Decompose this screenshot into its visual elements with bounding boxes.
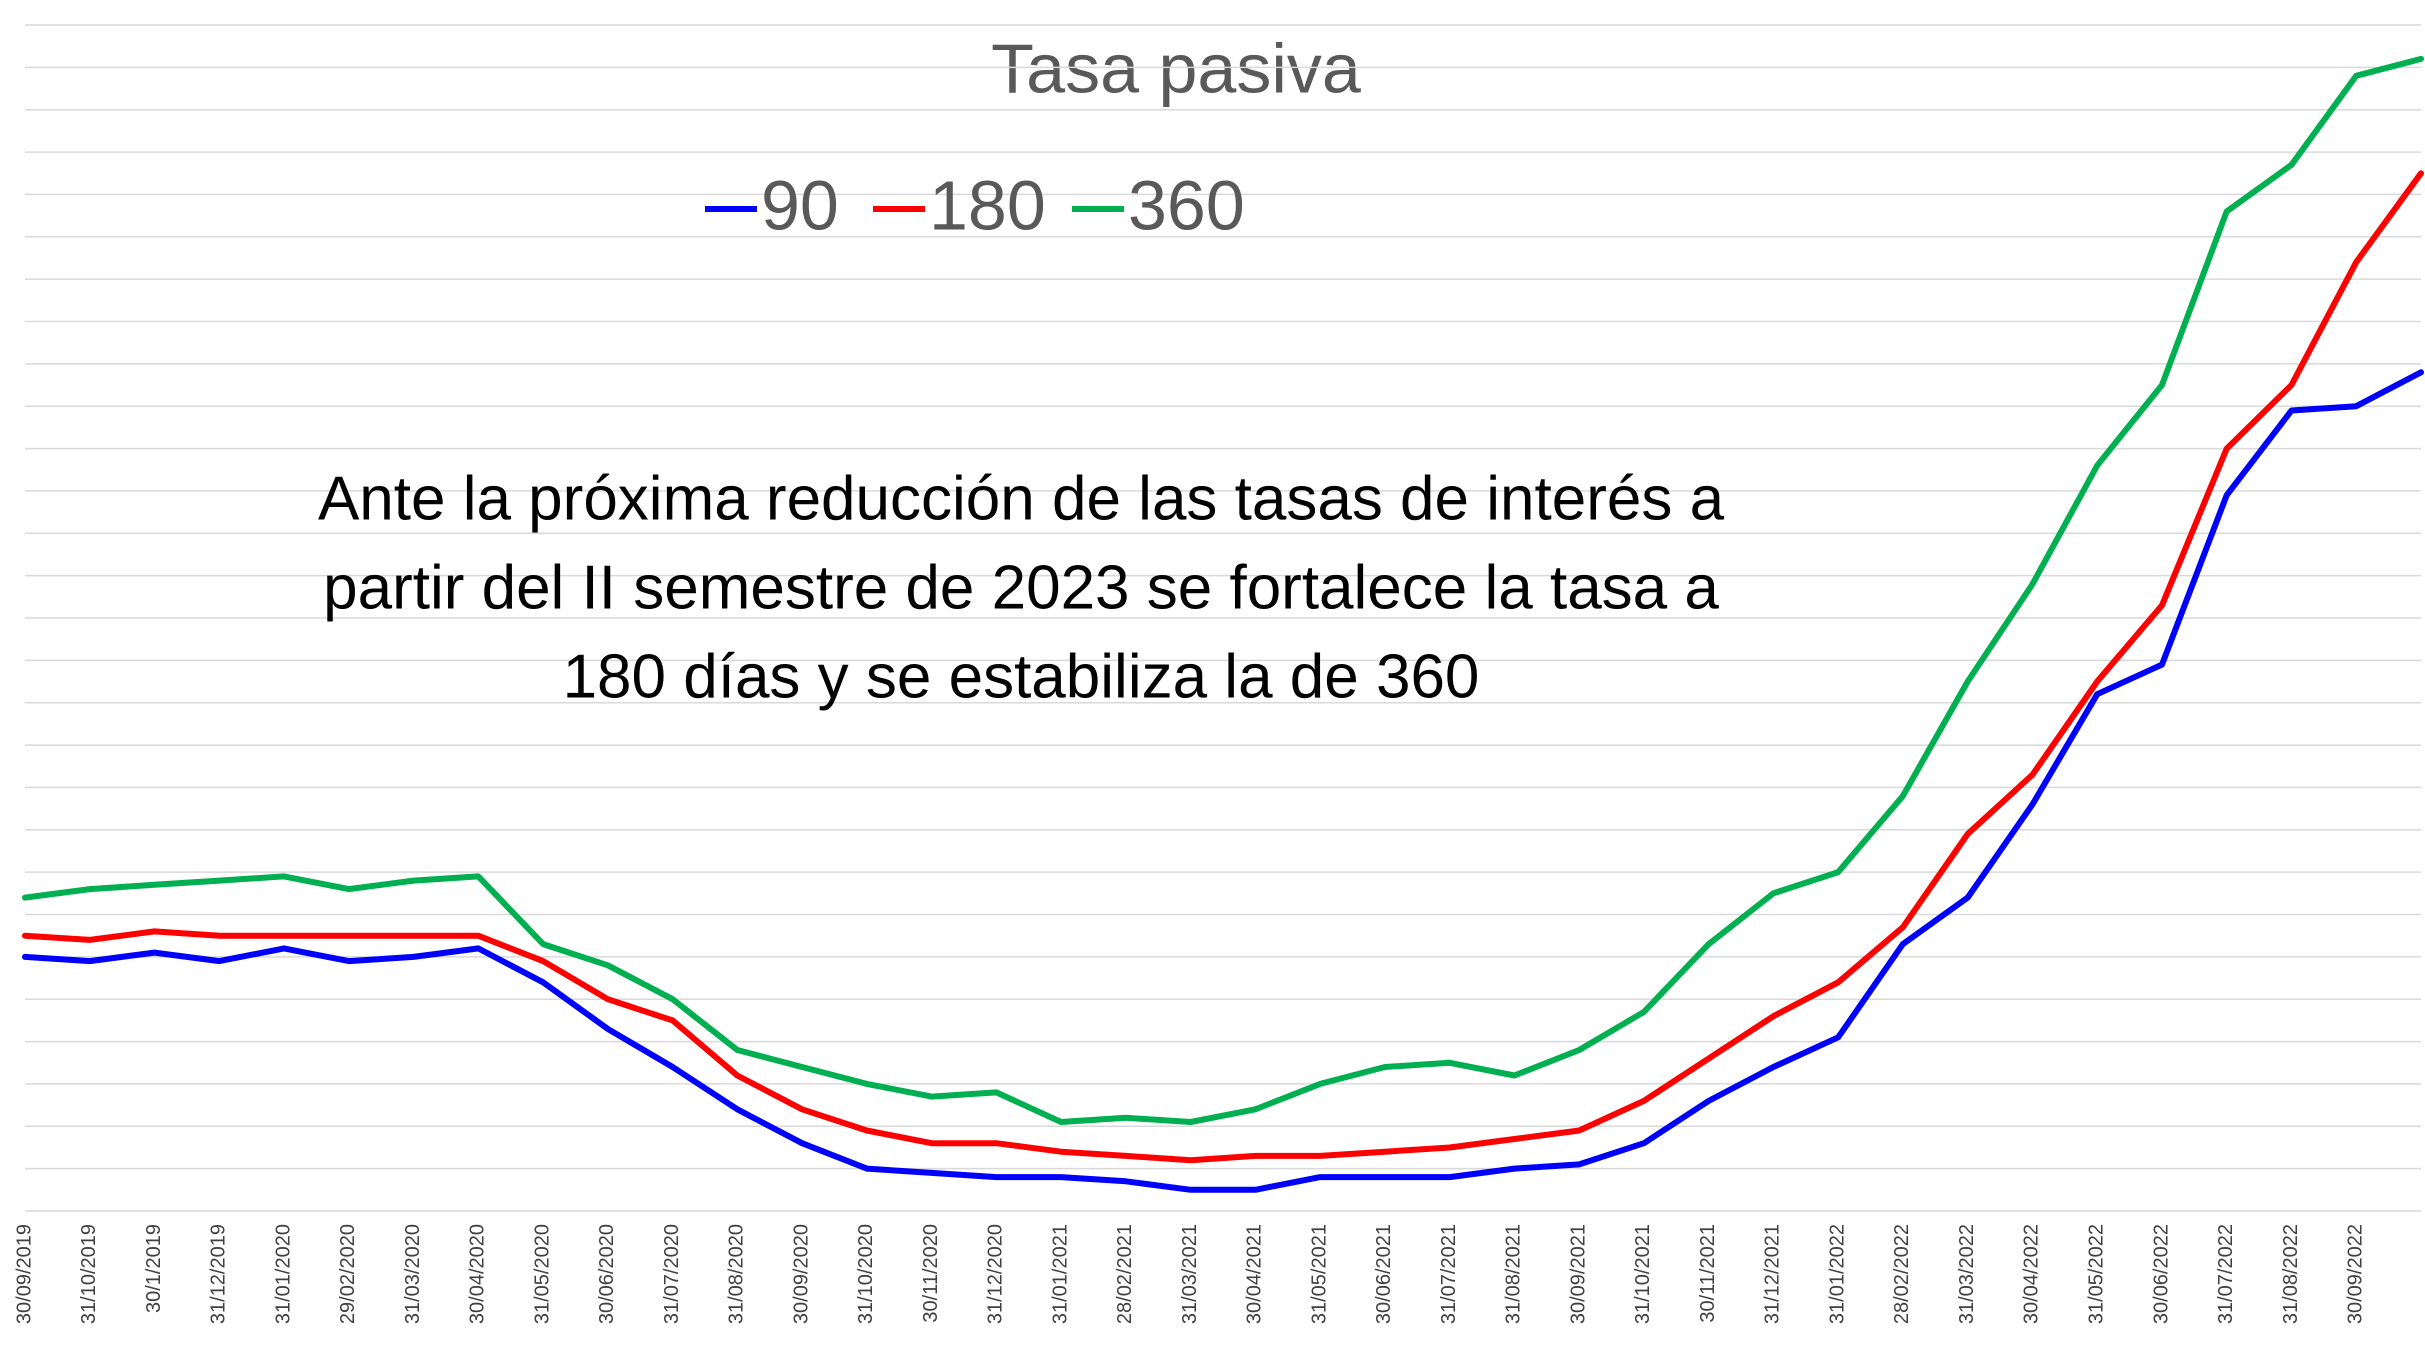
- x-tick-label: 28/02/2021: [1114, 1224, 1136, 1324]
- x-tick-label: 31/07/2020: [661, 1224, 683, 1324]
- x-tick-label: 31/03/2020: [402, 1224, 424, 1324]
- x-tick-label: 31/05/2020: [531, 1224, 553, 1324]
- x-tick-label: 31/08/2022: [2280, 1224, 2302, 1324]
- annotation: Ante la próxima reducción de las tasas d…: [318, 464, 1725, 533]
- legend-label: 360: [1128, 166, 1245, 244]
- x-tick-label: 30/04/2020: [467, 1224, 489, 1324]
- chart-title: Tasa pasiva: [991, 29, 1361, 107]
- x-tick-label: 31/03/2022: [1956, 1224, 1978, 1324]
- x-tick-label: 31/10/2019: [78, 1224, 100, 1324]
- series-line: [22, 55, 2424, 1125]
- x-tick-label: 30/11/2021: [1697, 1224, 1719, 1323]
- x-tick-label: 31/05/2022: [2085, 1224, 2107, 1324]
- x-tick-label: 31/05/2021: [1308, 1224, 1330, 1324]
- legend-label: 90: [761, 166, 839, 244]
- x-tick-label: 31/07/2021: [1438, 1224, 1460, 1324]
- x-tick-label: 31/01/2021: [1049, 1224, 1071, 1324]
- x-tick-label: 31/08/2021: [1503, 1224, 1525, 1324]
- series-line: [22, 369, 2424, 1193]
- x-tick-label: 31/12/2021: [1762, 1224, 1784, 1324]
- annotation: partir del II semestre de 2023 se fortal…: [323, 553, 1719, 622]
- x-tick-label: 30/04/2022: [2021, 1224, 2043, 1324]
- x-tick-label: 30/1/2019: [143, 1224, 165, 1313]
- x-tick-label: 31/07/2022: [2215, 1224, 2237, 1324]
- x-tick-label: 31/08/2020: [726, 1224, 748, 1324]
- x-tick-label: 30/09/2019: [13, 1224, 35, 1324]
- annotation: 180 días y se estabiliza la de 360: [563, 642, 1480, 711]
- x-tick-label: 30/06/2022: [2150, 1224, 2172, 1324]
- series-line: [22, 170, 2424, 1164]
- x-tick-label: 31/10/2021: [1632, 1224, 1654, 1324]
- x-tick-label: 31/03/2021: [1179, 1224, 1201, 1324]
- legend-label: 180: [929, 166, 1046, 244]
- x-tick-label: 29/02/2020: [337, 1224, 359, 1324]
- x-tick-label: 30/11/2020: [920, 1224, 942, 1323]
- x-tick-label: 30/06/2021: [1373, 1224, 1395, 1324]
- x-tick-label: 30/04/2021: [1244, 1224, 1266, 1324]
- x-tick-label: 30/09/2021: [1567, 1224, 1589, 1324]
- x-tick-label: 31/12/2020: [985, 1224, 1007, 1324]
- x-tick-label: 31/10/2020: [855, 1224, 877, 1324]
- x-tick-label: 30/09/2020: [790, 1224, 812, 1324]
- x-tick-label: 31/12/2019: [208, 1224, 230, 1324]
- x-tick-label: 30/06/2020: [596, 1224, 618, 1324]
- x-tick-label: 28/02/2022: [1891, 1224, 1913, 1324]
- x-tick-label: 31/01/2022: [1826, 1224, 1848, 1324]
- x-tick-label: 31/01/2020: [272, 1224, 294, 1324]
- x-tick-label: 30/09/2022: [2345, 1224, 2367, 1324]
